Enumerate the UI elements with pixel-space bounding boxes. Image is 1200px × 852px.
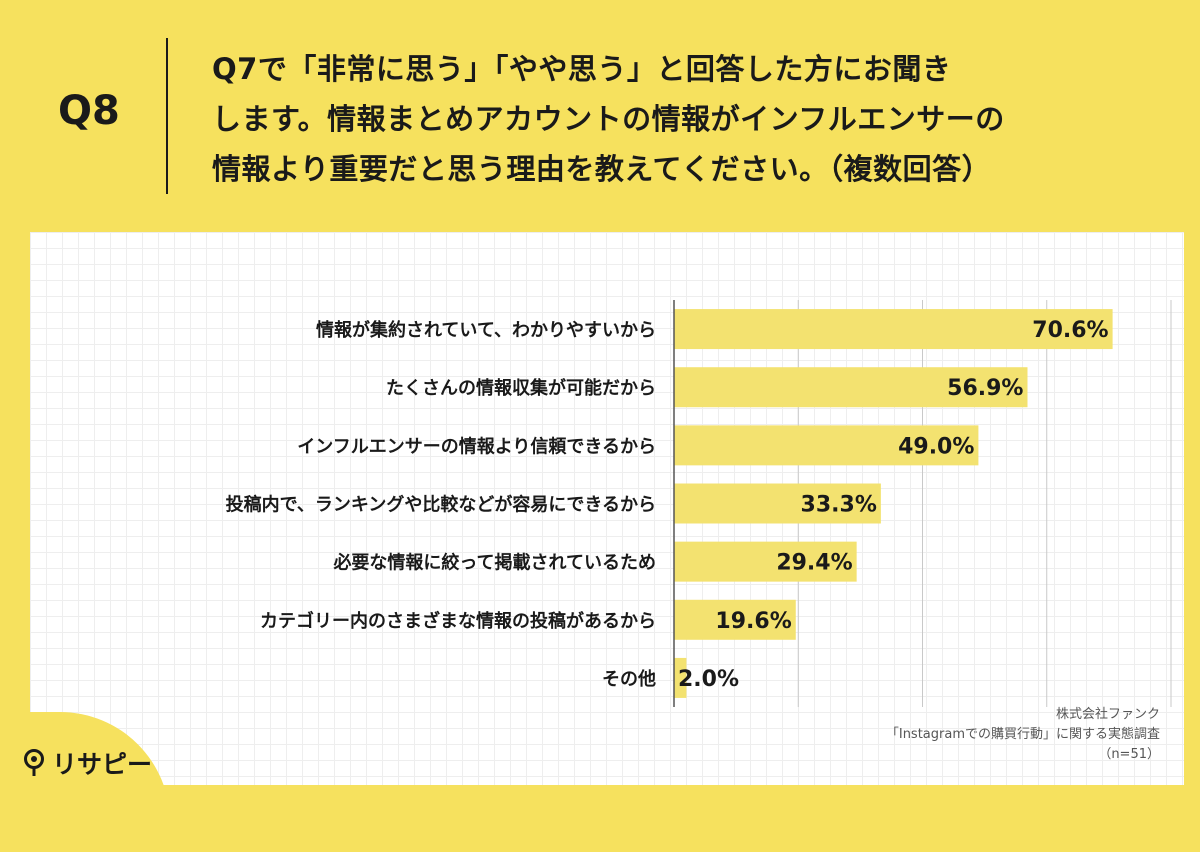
bar [674,483,881,524]
value-label: 56.9% [947,376,1023,401]
category-label: インフルエンサーの情報より信頼できるから [297,435,656,457]
value-label: 29.4% [776,551,852,576]
pin-logo-icon [24,749,44,776]
bar [674,425,979,466]
question-number: Q8 [58,88,120,134]
value-label: 2.0% [678,667,739,692]
source-sample: （n=51） [1098,747,1160,762]
category-label: たくさんの情報収集が可能だから [386,377,656,399]
bar [674,367,1028,408]
category-label: 必要な情報に絞って掲載されているため [332,552,656,574]
bar [674,657,687,698]
category-label: 情報が集約されていて、わかりやすいから [316,319,656,341]
value-label: 70.6% [1032,318,1108,343]
bar [674,599,796,640]
bar [674,541,857,582]
category-label: その他 [602,668,656,690]
source-note: 株式会社ファンク 「Instagramでの購買行動」に関する実態調査 （n=51… [886,705,1160,765]
bar [674,309,1113,350]
source-survey: 「Instagramでの購買行動」に関する実態調査 [885,727,1160,742]
header-divider [166,38,168,194]
value-label: 19.6% [715,609,791,634]
value-label: 33.3% [801,493,877,518]
source-company: 株式会社ファンク [1055,707,1160,722]
value-label: 49.0% [898,434,974,459]
chart-panel: 情報が集約されていて、わかりやすいから 70.6% たくさんの情報収集が可能だから 5… [30,232,1184,785]
category-label: カテゴリー内のさまざまな情報の投稿があるから [260,610,656,632]
brand-logo: リサピー [22,745,152,781]
bar-chart: 情報が集約されていて、わかりやすいから 70.6% たくさんの情報収集が可能だから 5… [226,300,1172,707]
logo-text: リサピー [52,750,153,779]
question-text: Q7で「非常に思う」「やや思う」と回答した方にお聞き します。情報まとめアカウン… [212,52,1005,186]
category-label: 投稿内で、ランキングや比較などが容易にできるから [226,494,656,516]
